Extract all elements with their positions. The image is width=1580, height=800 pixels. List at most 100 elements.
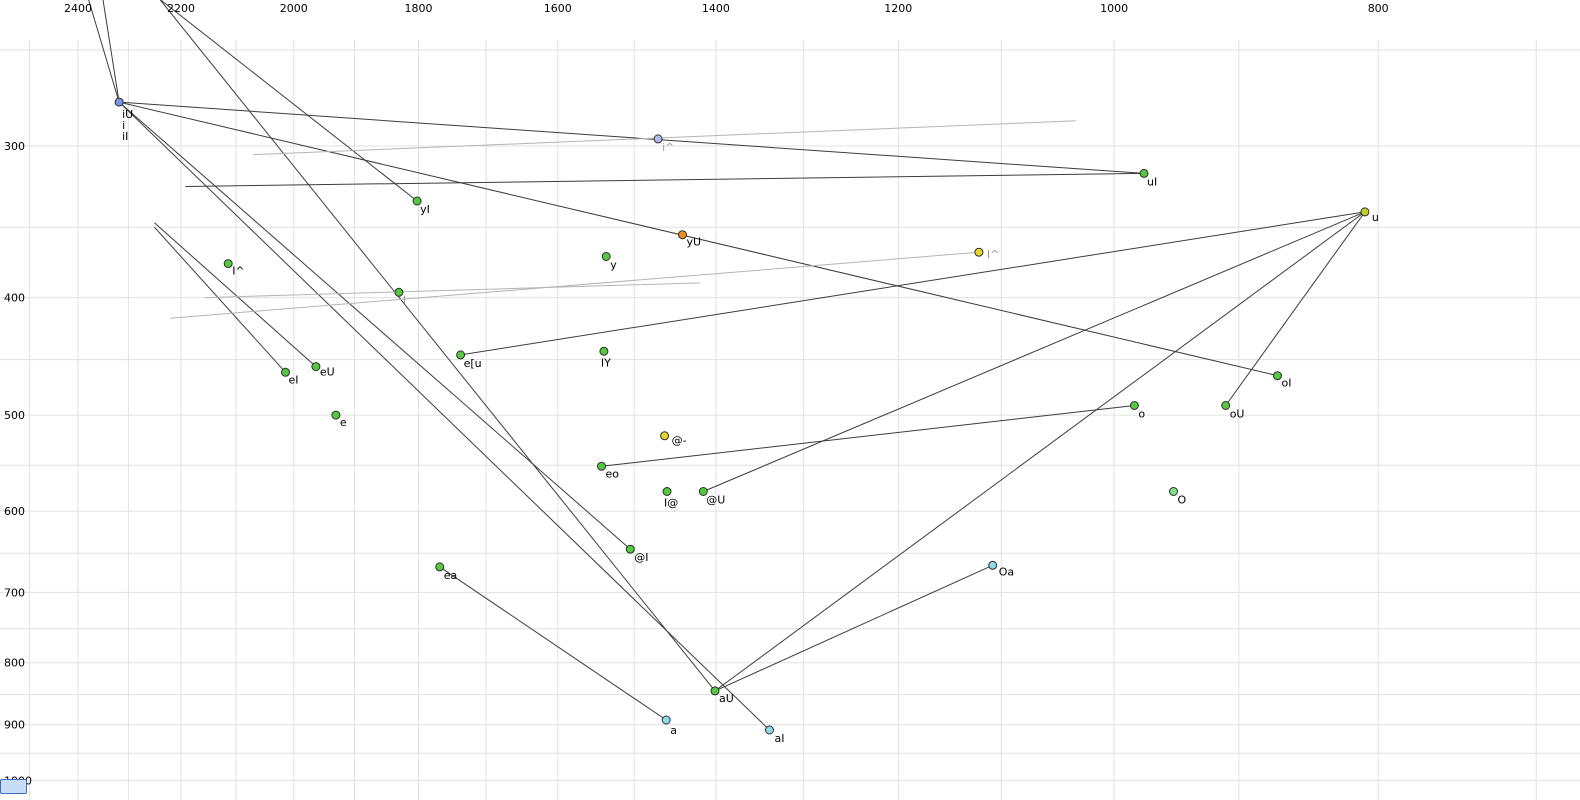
diphthong-trajectory — [460, 211, 1365, 356]
x-tick-label: 1600 — [544, 2, 572, 15]
diphthong-trajectory — [154, 226, 286, 373]
vowel-label: y — [610, 259, 617, 272]
vowel-point-Oa[interactable] — [988, 560, 998, 570]
x-tick-label: 2400 — [64, 2, 92, 15]
vowel-label: i — [122, 119, 125, 132]
vowel-point-a[interactable] — [661, 715, 671, 725]
vowel-point-eU[interactable] — [311, 362, 321, 372]
diphthong-trajectory — [170, 251, 979, 319]
vowel-label: eU — [320, 366, 335, 379]
corner-marker[interactable] — [0, 779, 27, 794]
diphthong-trajectory — [118, 101, 1278, 377]
vowel-point-@I[interactable] — [625, 544, 635, 554]
y-tick-label: 600 — [4, 505, 25, 518]
vowel-point-ea[interactable] — [435, 562, 445, 572]
vowel-label: iI — [122, 130, 128, 143]
vowel-label: yU — [687, 236, 702, 249]
points — [114, 97, 1370, 735]
diphthong-trajectory — [119, 101, 1145, 174]
vowel-label: eI — [289, 373, 299, 386]
vowel-point-oU[interactable] — [1221, 401, 1231, 410]
vowel-point-I@[interactable] — [662, 487, 672, 496]
vowel-point-eI[interactable] — [281, 367, 290, 377]
vowel-point-O[interactable] — [1169, 487, 1178, 496]
diphthong-trajectory — [601, 405, 1135, 467]
x-tick-label: 2000 — [280, 2, 308, 15]
vowel-point-@U[interactable] — [698, 487, 708, 496]
x-tick-label: 2200 — [167, 2, 195, 15]
diphthong-trajectory — [118, 101, 770, 731]
x-tick-label: 1400 — [702, 2, 730, 15]
diphthong-trajectory — [714, 564, 993, 692]
vowel-point-yU[interactable] — [678, 230, 687, 240]
diphthong-trajectory — [154, 222, 317, 367]
vowel-label: I — [403, 293, 406, 306]
x-tick-label: 1800 — [405, 2, 433, 15]
diphthong-trajectory — [159, 0, 716, 692]
vowel-point-o[interactable] — [1129, 401, 1139, 410]
vowel-point-oI[interactable] — [1273, 371, 1282, 381]
x-tick-label: 1200 — [884, 2, 912, 15]
vowel-label: @- — [672, 434, 687, 447]
vowel-label: iU — [122, 108, 133, 121]
vowel-label: o — [1138, 408, 1145, 421]
vowel-point-I[interactable] — [394, 287, 404, 297]
vowel-label: uI — [1147, 175, 1157, 188]
vowel-point-e[interactable] — [331, 410, 341, 420]
vowel-point-@-[interactable] — [660, 431, 670, 441]
y-tick-label: 500 — [4, 409, 25, 422]
vowel-point-IY[interactable] — [599, 346, 609, 356]
vowel-label: ea — [444, 569, 458, 582]
x-tick-label: 800 — [1368, 2, 1389, 15]
vowel-point-yI[interactable] — [412, 196, 422, 206]
vowel-point-eo[interactable] — [597, 461, 606, 471]
vowel-point-aI[interactable] — [765, 725, 774, 735]
y-tick-label: 900 — [4, 719, 25, 732]
diphthong-trajectory — [159, 0, 418, 202]
diphthong-trajectory — [204, 282, 700, 299]
y-tick-label: 300 — [4, 140, 25, 153]
y-tick-label: 400 — [4, 292, 25, 305]
diphthong-trajectory — [118, 101, 631, 550]
x-tick-label: 1000 — [1100, 2, 1128, 15]
vowel-label: I^ — [232, 265, 244, 278]
vowel-label: oI — [1282, 377, 1292, 390]
grid — [0, 40, 1580, 800]
diphthong-trajectory — [88, 0, 120, 103]
vowel-label: i^ — [662, 141, 674, 154]
diphthong-trajectory — [1225, 211, 1366, 406]
vowel-point-I^[interactable] — [223, 259, 233, 269]
vowel-label: e — [340, 416, 347, 429]
vowel-label: a — [670, 724, 677, 737]
vowel-label: I^ — [987, 248, 999, 261]
axis-ticks: 2400 2200 2000 1800 1600 1400 1200 1000 800 300 40… — [4, 2, 1389, 787]
vowel-point-uI[interactable] — [1139, 168, 1149, 178]
vowel-label: @U — [706, 494, 725, 507]
vowel-point-u[interactable] — [1360, 207, 1370, 217]
diphthong-trajectory — [439, 566, 667, 721]
vowel-point-iU[interactable] — [114, 97, 124, 107]
diphthong-trajectory — [253, 120, 1076, 156]
trajectories — [88, 0, 1366, 731]
vowel-label: e[u — [464, 357, 482, 370]
vowel-label: oU — [1230, 408, 1245, 421]
vowel-label: O — [1178, 494, 1187, 507]
vowel-label: IY — [601, 356, 611, 369]
vowel-label: aI — [775, 732, 785, 745]
diphthong-trajectory — [703, 211, 1366, 492]
diphthong-trajectory — [714, 211, 1366, 692]
vowel-point-i^[interactable] — [653, 134, 663, 144]
vowel-label: yI — [420, 203, 430, 216]
y-tick-label: 800 — [4, 657, 25, 670]
vowel-point-I^[interactable] — [974, 247, 984, 257]
vowel-point-y[interactable] — [601, 252, 611, 261]
y-tick-label: 700 — [4, 586, 25, 599]
vowel-label: u — [1372, 211, 1379, 224]
diphthong-trajectory — [185, 172, 1145, 187]
vowel-point-aU[interactable] — [710, 686, 720, 696]
vowel-point-e[u[interactable] — [456, 350, 466, 360]
vowel-label: @I — [634, 551, 648, 564]
